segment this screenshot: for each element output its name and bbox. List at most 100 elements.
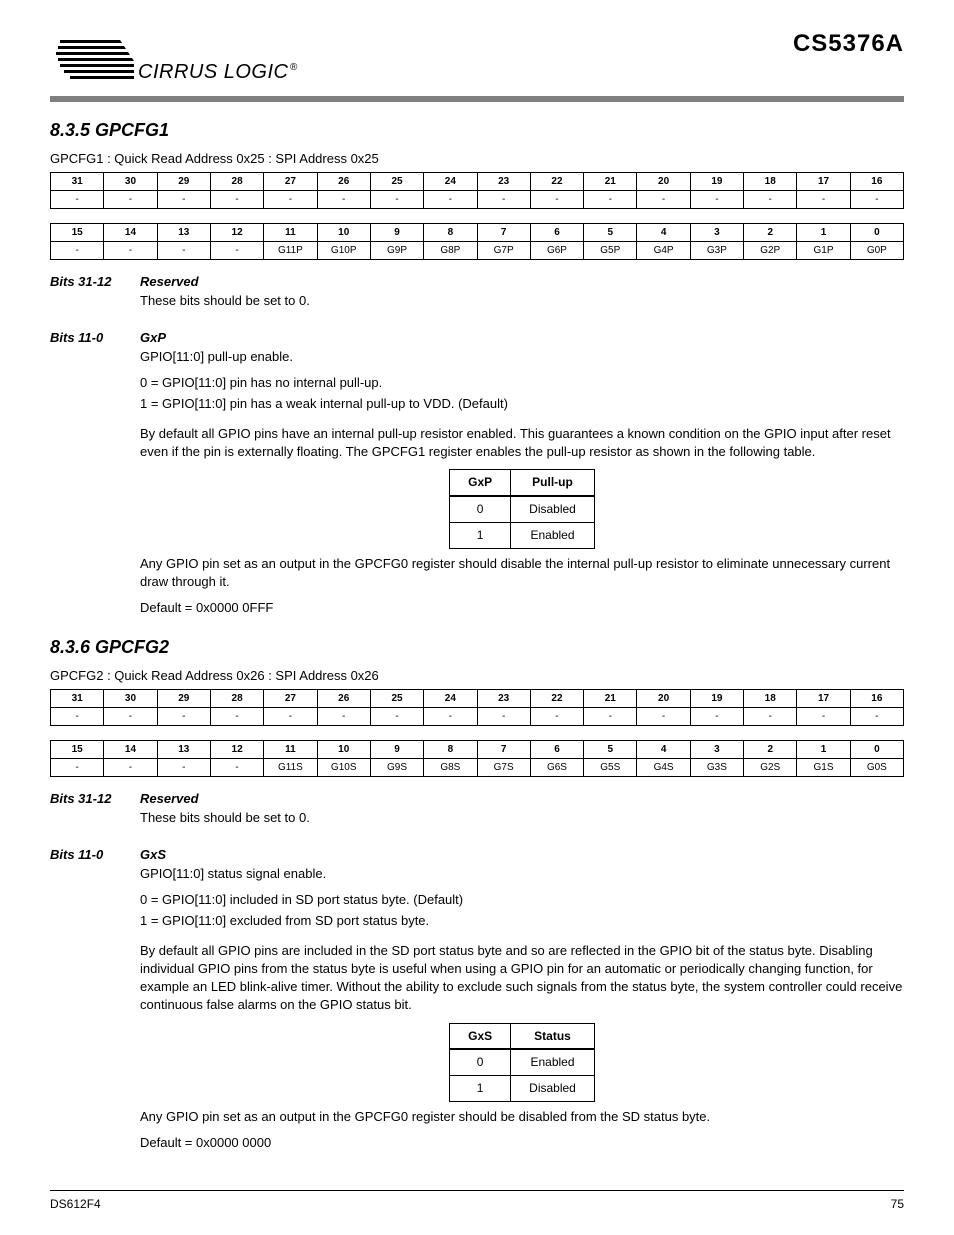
bit-num: 18	[744, 173, 797, 191]
bit-num: 7	[477, 224, 530, 242]
bit-para: By default all GPIO pins have an interna…	[140, 425, 904, 461]
footer-pagenum: 75	[891, 1197, 904, 1211]
td: Enabled	[511, 522, 595, 548]
bit-fieldname: GxP	[140, 330, 310, 345]
section-gpcfg2: 8.3.6 GPCFG2 GPCFG2 : Quick Read Address…	[50, 637, 904, 1152]
bit-para: Any GPIO pin set as an output in the GPC…	[140, 555, 904, 591]
bit-name: -	[690, 191, 743, 209]
bit-name: -	[477, 708, 530, 726]
bit-num: 6	[530, 224, 583, 242]
bit-name: -	[477, 191, 530, 209]
page-header: CIRRUS LOGIC ® CS5376A	[50, 30, 904, 88]
bit-num: 31	[51, 690, 104, 708]
bit-num: 25	[370, 173, 423, 191]
bit-name: -	[584, 191, 637, 209]
bit-table-high: 31 30 29 28 27 26 25 24 23 22 21 20 19 1…	[50, 689, 904, 726]
bit-num: 2	[744, 224, 797, 242]
bit-num: 17	[797, 173, 850, 191]
bit-range: Bits 31-12	[50, 791, 140, 806]
bit-name: G3S	[690, 759, 743, 777]
bit-num: 11	[264, 741, 317, 759]
default-value: Default = 0x0000 0000	[140, 1134, 904, 1152]
bit-num: 28	[210, 173, 263, 191]
bit-range: Bits 11-0	[50, 330, 140, 345]
bit-name: -	[104, 191, 157, 209]
td: Enabled	[511, 1049, 595, 1075]
bit-num: 22	[530, 690, 583, 708]
bit-num: 9	[370, 741, 423, 759]
bit-field-gxp: Bits 11-0 GxP	[50, 330, 904, 345]
bit-name: G5P	[584, 242, 637, 260]
bit-table-low: 15 14 13 12 11 10 9 8 7 6 5 4 3 2 1 0 - …	[50, 740, 904, 777]
bit-option: 1 = GPIO[11:0] pin has a weak internal p…	[140, 395, 904, 413]
bit-field-reserved: Bits 31-12 Reserved	[50, 274, 904, 289]
bit-name: G9P	[370, 242, 423, 260]
bit-option: 1 = GPIO[11:0] excluded from SD port sta…	[140, 912, 904, 930]
section-title: 8.3.5 GPCFG1	[50, 120, 904, 141]
bit-num: 8	[424, 224, 477, 242]
bit-name: G1P	[797, 242, 850, 260]
th: Status	[511, 1023, 595, 1049]
bit-name: -	[637, 708, 690, 726]
bit-name: -	[157, 191, 210, 209]
bit-name: -	[317, 191, 370, 209]
bit-field-reserved: Bits 31-12 Reserved	[50, 791, 904, 806]
bit-num: 26	[317, 690, 370, 708]
bit-num: 5	[584, 741, 637, 759]
bit-name: G10P	[317, 242, 370, 260]
bit-option: 0 = GPIO[11:0] pin has no internal pull-…	[140, 374, 904, 392]
bit-name: -	[264, 191, 317, 209]
bit-name: G10S	[317, 759, 370, 777]
gxp-table: GxP Pull-up 0 Disabled 1 Enabled	[449, 469, 595, 548]
svg-text:CIRRUS LOGIC: CIRRUS LOGIC	[138, 61, 289, 83]
bit-num: 21	[584, 173, 637, 191]
bit-name: -	[51, 242, 104, 260]
bit-num: 6	[530, 741, 583, 759]
svg-text:®: ®	[290, 62, 298, 73]
bit-name: -	[317, 708, 370, 726]
bit-num: 0	[850, 224, 903, 242]
bit-name: G7P	[477, 242, 530, 260]
bit-num: 9	[370, 224, 423, 242]
bit-num: 25	[370, 690, 423, 708]
td: Disabled	[511, 496, 595, 522]
bit-name: G0S	[850, 759, 903, 777]
bit-range: Bits 31-12	[50, 274, 140, 289]
bit-name: -	[51, 759, 104, 777]
bit-num: 13	[157, 741, 210, 759]
bit-name: -	[104, 759, 157, 777]
bit-name: -	[690, 708, 743, 726]
bit-num: 15	[51, 741, 104, 759]
bit-num: 30	[104, 173, 157, 191]
bit-name: -	[264, 708, 317, 726]
bit-name: -	[51, 191, 104, 209]
bit-num: 3	[690, 224, 743, 242]
bit-num: 20	[637, 690, 690, 708]
bit-table-high: 31 30 29 28 27 26 25 24 23 22 21 20 19 1…	[50, 172, 904, 209]
bit-num: 26	[317, 173, 370, 191]
bit-num: 12	[210, 224, 263, 242]
bit-name: -	[424, 191, 477, 209]
bit-name: -	[210, 708, 263, 726]
td: 0	[450, 496, 511, 522]
bit-name: -	[157, 708, 210, 726]
bit-para: GPIO[11:0] pull-up enable.	[140, 348, 904, 366]
bit-name: -	[370, 191, 423, 209]
bit-num: 3	[690, 741, 743, 759]
bit-num: 23	[477, 173, 530, 191]
bit-num: 13	[157, 224, 210, 242]
bit-name: G1S	[797, 759, 850, 777]
bit-num: 18	[744, 690, 797, 708]
bit-num: 1	[797, 224, 850, 242]
bit-num: 31	[51, 173, 104, 191]
bit-option: 0 = GPIO[11:0] included in SD port statu…	[140, 891, 904, 909]
bit-name: G0P	[850, 242, 903, 260]
bit-name: G2P	[744, 242, 797, 260]
bit-desc: These bits should be set to 0.	[140, 292, 904, 310]
bit-num: 12	[210, 741, 263, 759]
bit-name: G7S	[477, 759, 530, 777]
bit-name: G6S	[530, 759, 583, 777]
bit-name: -	[744, 191, 797, 209]
bit-name: -	[210, 191, 263, 209]
bit-num: 21	[584, 690, 637, 708]
